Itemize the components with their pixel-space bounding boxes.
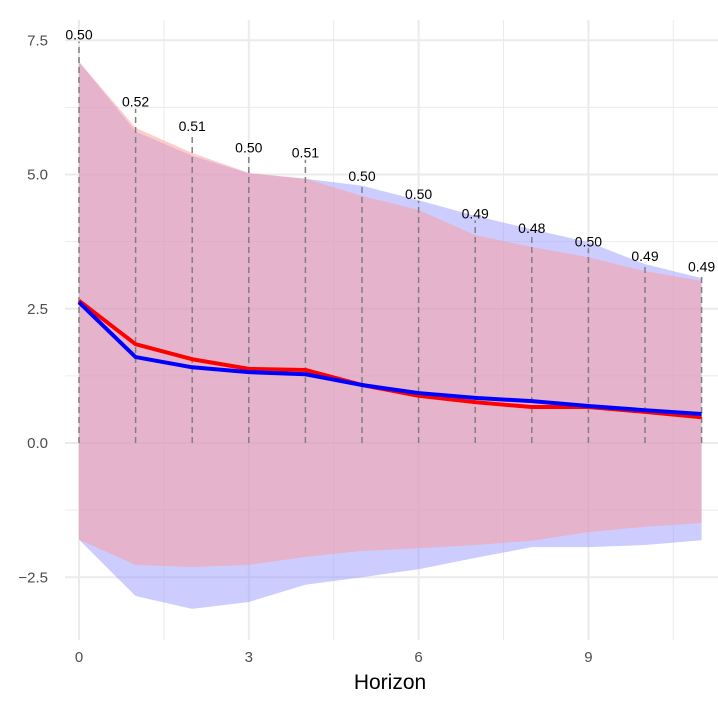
y-tick-label: −2.5 (18, 569, 48, 586)
y-tick-label: 2.5 (27, 301, 48, 318)
point-label: 0.51 (292, 145, 319, 161)
point-label: 0.51 (179, 118, 206, 134)
y-tick-label: 0.0 (27, 435, 48, 452)
x-tick-label: 3 (245, 649, 253, 666)
point-label: 0.49 (631, 248, 658, 264)
y-tick-label: 5.0 (27, 167, 48, 184)
x-tick-label: 6 (414, 649, 422, 666)
dashed-vertical-lines (78, 41, 703, 443)
x-axis-title: Horizon (354, 671, 426, 694)
y-axis: −2.5 0.0 2.5 5.0 7.5 (18, 32, 48, 586)
x-tick-label: 0 (75, 649, 83, 666)
x-tick-label: 9 (584, 649, 592, 666)
red-band (79, 61, 702, 568)
point-labels: 0.50 0.52 0.51 0.50 0.51 0.50 0.50 0.49 0.48 0.50… (65, 27, 715, 275)
point-label: 0.49 (688, 259, 715, 275)
point-label: 0.49 (462, 205, 489, 221)
blue-line (77, 300, 702, 416)
x-axis: 0 3 6 9 (75, 649, 593, 666)
point-label: 0.50 (348, 168, 375, 184)
point-label: 0.50 (575, 233, 602, 249)
point-label: 0.50 (65, 27, 92, 43)
point-label: 0.50 (405, 186, 432, 202)
y-tick-label: 7.5 (27, 32, 48, 49)
confidence-ribbons (79, 61, 702, 609)
point-label: 0.52 (122, 94, 149, 110)
point-label: 0.48 (518, 220, 545, 236)
point-label: 0.50 (235, 139, 262, 155)
series-lines (77, 299, 702, 420)
